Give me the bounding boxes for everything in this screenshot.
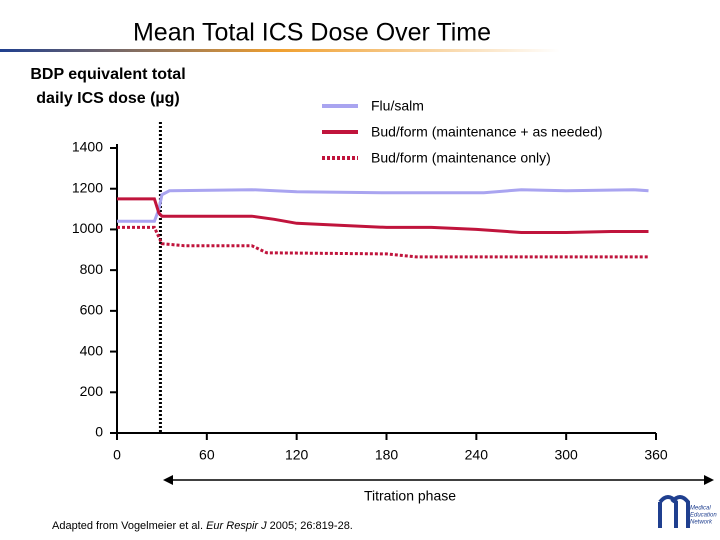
y-tick-label: 1200: [72, 179, 103, 195]
logo-text: Medical: [690, 506, 711, 512]
x-tick-label: 300: [554, 447, 578, 463]
footnote: Adapted from Vogelmeier et al. Eur Respi…: [52, 520, 353, 532]
x-tick-label: 360: [644, 447, 668, 463]
x-tick-label: 240: [465, 447, 489, 463]
y-tick-label: 800: [80, 261, 104, 277]
y-tick-label: 200: [80, 383, 104, 399]
x-tick-label: 180: [375, 447, 399, 463]
y-tick-label: 1400: [72, 139, 103, 155]
footnote-part: 2005; 26:819-28.: [267, 520, 353, 532]
logo-text: Network: [690, 520, 713, 526]
legend-label: Bud/form (maintenance only): [371, 150, 551, 166]
y-axis-label: BDP equivalent total: [30, 66, 185, 83]
y-tick-label: 600: [80, 302, 104, 318]
footnote-part: Eur Respir J: [206, 520, 267, 532]
series-line: [117, 225, 649, 259]
legend-label: Flu/salm: [371, 98, 424, 114]
logo: Medical Education Network: [658, 495, 717, 528]
title-underline: [0, 49, 560, 52]
x-axis-label: Titration phase: [364, 488, 456, 504]
x-tick-label: 0: [113, 447, 121, 463]
logo-text: Education: [690, 513, 717, 519]
legend-label: Bud/form (maintenance + as needed): [371, 124, 603, 140]
chart-title: Mean Total ICS Dose Over Time: [133, 19, 491, 47]
footnote-part: Adapted from Vogelmeier et al.: [52, 520, 206, 532]
y-tick-label: 400: [80, 342, 104, 358]
y-tick-label: 1000: [72, 220, 103, 236]
series-line: [117, 197, 649, 234]
x-tick-label: 120: [285, 447, 309, 463]
x-tick-label: 60: [199, 447, 215, 463]
y-tick-label: 0: [95, 424, 103, 440]
y-axis-label: daily ICS dose (µg): [36, 90, 179, 107]
